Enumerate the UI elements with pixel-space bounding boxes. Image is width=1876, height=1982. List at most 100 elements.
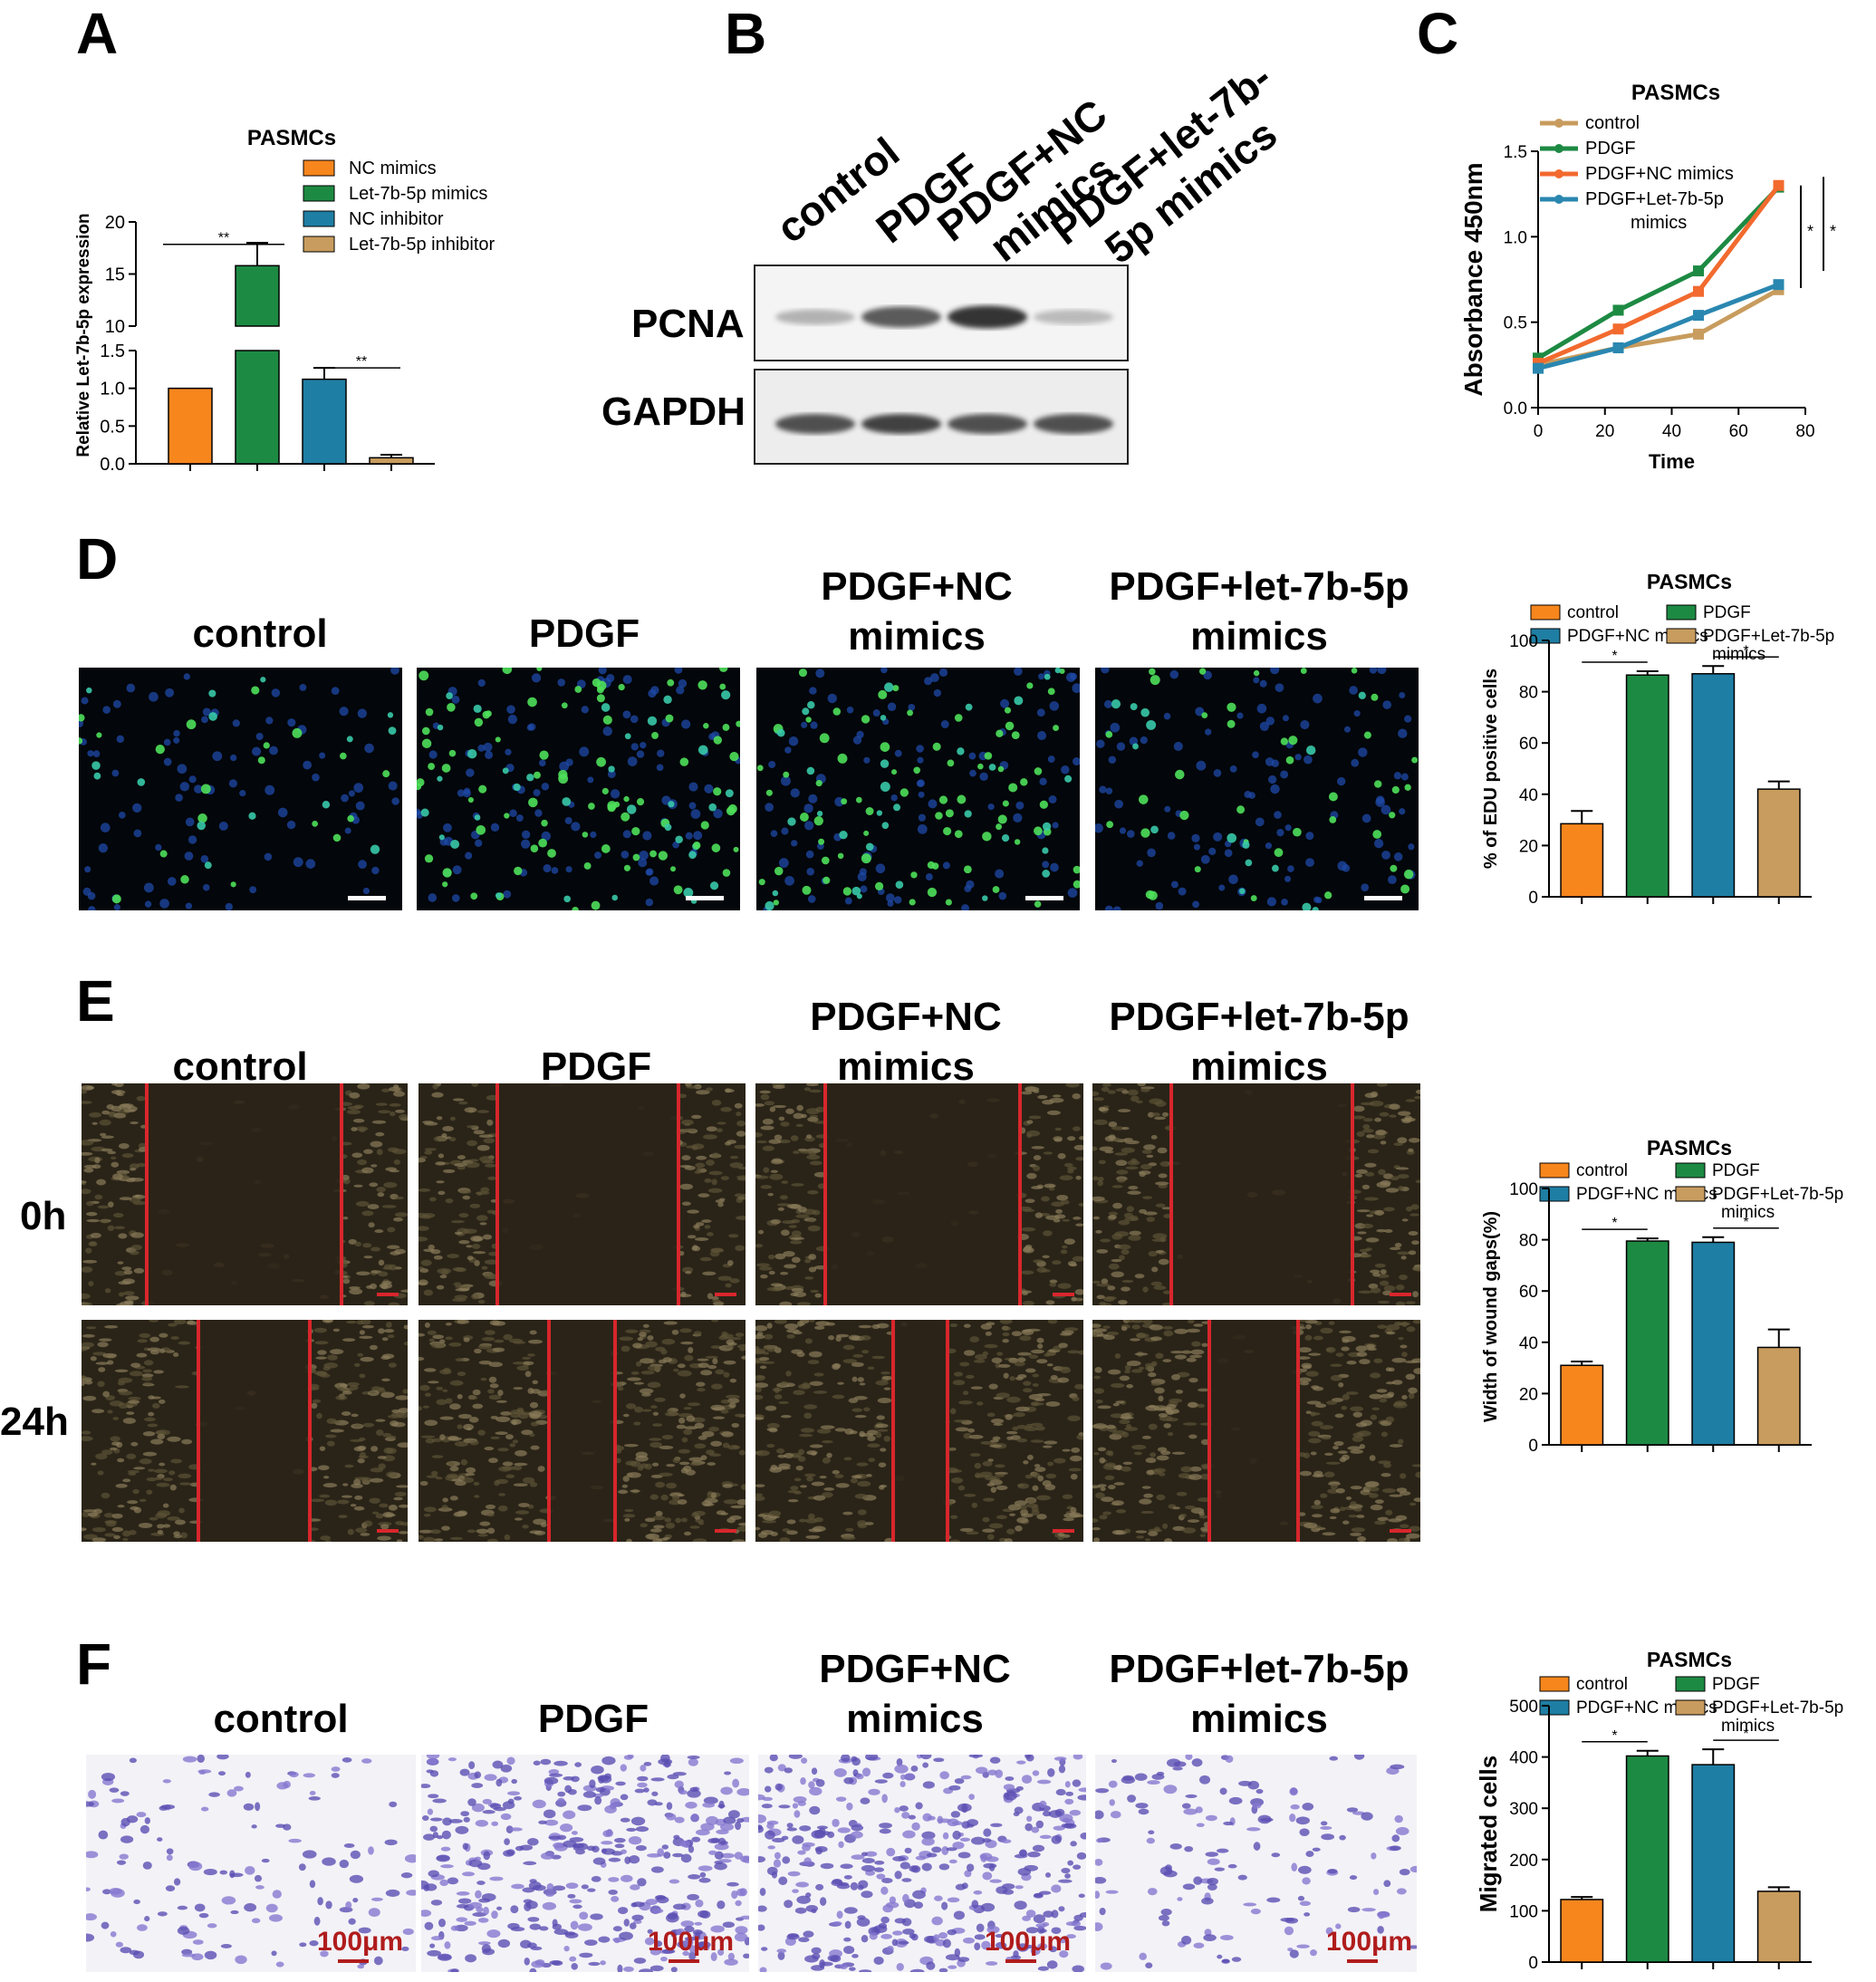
- nucleus-blue: [768, 760, 776, 769]
- cell: [740, 1484, 746, 1490]
- cell: [380, 1524, 390, 1530]
- cell: [1076, 1434, 1083, 1440]
- cell: [1149, 1404, 1156, 1409]
- cell: [448, 1342, 462, 1347]
- cell: [129, 1168, 137, 1171]
- cell: [1042, 1445, 1053, 1448]
- data-point: [1612, 323, 1624, 335]
- cell: [356, 1320, 364, 1325]
- nucleus-edu: [865, 842, 874, 851]
- cell: [355, 1200, 370, 1207]
- migrated-cell: [477, 1941, 491, 1946]
- migrated-cell: [1280, 1917, 1294, 1922]
- cell: [1362, 1129, 1374, 1133]
- cell: [649, 1438, 662, 1441]
- cell: [391, 1409, 400, 1413]
- cell: [1155, 1249, 1165, 1254]
- nucleus-edu: [421, 738, 432, 749]
- cell: [996, 1352, 1004, 1356]
- cell: [720, 1512, 728, 1515]
- migrated-cell: [758, 1905, 767, 1912]
- cell: [637, 1337, 644, 1342]
- migrated-cell: [424, 1921, 434, 1930]
- migrated-cell: [507, 1922, 520, 1929]
- cell: [178, 1473, 192, 1479]
- migrated-cell: [700, 1823, 715, 1832]
- cell: [1186, 1357, 1197, 1362]
- nucleus-blue: [364, 743, 374, 754]
- cell: [694, 1443, 707, 1449]
- nucleus-blue: [1265, 717, 1275, 726]
- cell: [644, 1517, 656, 1523]
- cell: [693, 1510, 706, 1516]
- wound-image: [755, 1083, 1083, 1305]
- migrated-cell: [626, 1827, 637, 1832]
- cell: [738, 1415, 746, 1419]
- nucleus-blue: [966, 880, 975, 890]
- cell: [156, 1482, 170, 1487]
- migrated-cell: [1394, 1814, 1403, 1823]
- migrated-cell: [736, 1788, 749, 1796]
- migrated-cell: [723, 1816, 736, 1824]
- legend-swatch: [1539, 1162, 1570, 1179]
- nucleus-blue: [938, 668, 948, 678]
- migrated-cell: [1051, 1884, 1062, 1893]
- migrated-cell: [598, 1775, 605, 1784]
- migrated-cell: [688, 1951, 697, 1961]
- migrated-cell: [661, 1844, 669, 1850]
- nucleus-edu: [602, 715, 612, 725]
- cell: [851, 1376, 858, 1382]
- migrated-cell: [1147, 1888, 1158, 1896]
- nucleus-blue: [116, 735, 125, 744]
- cell: [1138, 1366, 1145, 1371]
- nucleus-blue: [163, 757, 172, 766]
- cell: [1092, 1146, 1098, 1151]
- migrated-cell: [1297, 1865, 1312, 1874]
- cell: [835, 1335, 842, 1342]
- cell: [1092, 1216, 1101, 1220]
- nucleus-blue: [344, 827, 351, 834]
- cell: [707, 1462, 717, 1466]
- migrated-cell: [654, 1940, 663, 1948]
- cell: [654, 1397, 666, 1402]
- cell: [669, 1492, 683, 1497]
- cell: [1408, 1250, 1417, 1256]
- cell: [1163, 1423, 1171, 1429]
- nucleus-edu: [623, 864, 631, 871]
- migrated-cell: [571, 1963, 578, 1970]
- cell: [387, 1227, 396, 1233]
- cell: [1372, 1272, 1381, 1277]
- cell: [1324, 1452, 1333, 1456]
- cell: [1364, 1162, 1377, 1168]
- cell: [1201, 1342, 1208, 1347]
- wound-edge-line: [946, 1320, 949, 1542]
- migrated-cell: [986, 1925, 1000, 1934]
- migrated-cell: [921, 1837, 935, 1846]
- migrated-cell: [505, 1825, 514, 1833]
- cell: [380, 1391, 395, 1399]
- migrated-cell: [459, 1768, 470, 1776]
- cell: [528, 1410, 543, 1418]
- nucleus-blue: [564, 816, 572, 824]
- cell: [344, 1464, 354, 1468]
- migrated-cell: [899, 1805, 909, 1812]
- cell: [1158, 1472, 1166, 1477]
- cell: [1096, 1283, 1111, 1287]
- nucleus-edu: [1236, 805, 1246, 814]
- migrated-cell: [815, 1883, 824, 1891]
- cell: [389, 1435, 397, 1439]
- migrated-cell: [782, 1856, 791, 1864]
- cell: [516, 1407, 524, 1413]
- cell: [1345, 1496, 1352, 1500]
- cell: [378, 1522, 392, 1526]
- migrated-cell: [688, 1874, 701, 1880]
- cell: [649, 1441, 662, 1448]
- migrated-cell: [88, 1789, 97, 1799]
- cell: [388, 1414, 402, 1419]
- migrated-cell: [678, 1789, 688, 1795]
- migrated-cell: [922, 1781, 935, 1789]
- migrated-cell: [688, 1945, 697, 1954]
- nucleus-edu: [437, 724, 444, 731]
- migrated-cell: [251, 1824, 257, 1829]
- cell: [316, 1412, 322, 1419]
